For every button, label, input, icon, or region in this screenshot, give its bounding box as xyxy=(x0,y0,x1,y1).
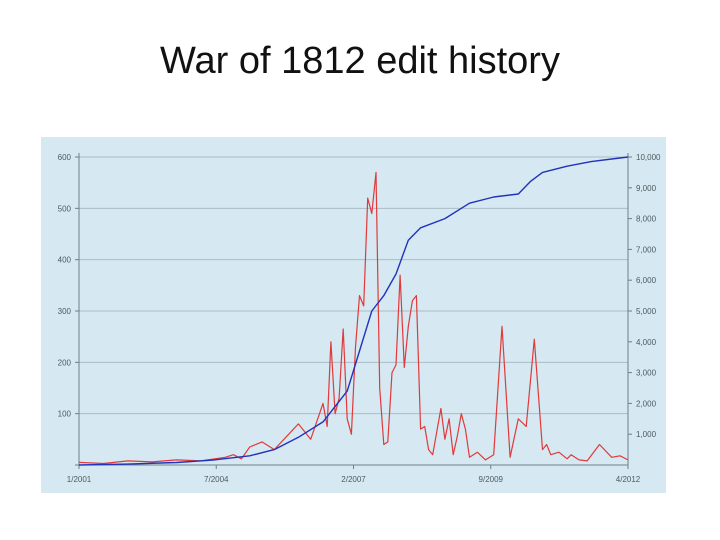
series-lines xyxy=(78,156,629,466)
x-tick-label: 9/2009 xyxy=(479,475,504,484)
right-tick-label: 3,000 xyxy=(636,369,657,378)
right-tick-label: 8,000 xyxy=(636,215,657,224)
right-tick-label: 2,000 xyxy=(636,399,657,408)
edit-history-chart: 100 200 300 400 500 600 1,000 2,000 3,000 4,000 5,… xyxy=(41,137,666,493)
left-tick-label: 300 xyxy=(58,307,72,316)
left-tick-label: 100 xyxy=(58,410,72,419)
x-tick-label: 7/2004 xyxy=(204,475,229,484)
left-tick-label: 200 xyxy=(58,358,72,367)
right-tick-label: 4,000 xyxy=(636,338,657,347)
x-tick-label: 1/2001 xyxy=(67,475,92,484)
slide-title: War of 1812 edit history xyxy=(160,40,560,82)
axes xyxy=(75,153,632,469)
right-tick-label: 5,000 xyxy=(636,307,657,316)
x-tick-label: 2/2007 xyxy=(341,475,366,484)
left-tick-label: 600 xyxy=(58,153,72,162)
x-tick-label: 4/2012 xyxy=(616,475,641,484)
right-tick-label: 7,000 xyxy=(636,245,657,254)
left-tick-label: 400 xyxy=(58,256,72,265)
chart-background xyxy=(41,137,666,493)
right-tick-label: 9,000 xyxy=(636,184,657,193)
right-tick-label: 1,000 xyxy=(636,430,657,439)
right-tick-label: 10,000 xyxy=(636,153,661,162)
series-line-monthly xyxy=(78,171,629,465)
right-tick-label: 6,000 xyxy=(636,276,657,285)
gridlines xyxy=(79,156,628,415)
chart-container: 100 200 300 400 500 600 1,000 2,000 3,000 4,000 5,… xyxy=(41,137,666,493)
tick-labels: 100 200 300 400 500 600 1,000 2,000 3,000 4,000 5,… xyxy=(58,153,661,484)
left-tick-label: 500 xyxy=(58,204,72,213)
series-line-cumulative xyxy=(78,156,629,466)
